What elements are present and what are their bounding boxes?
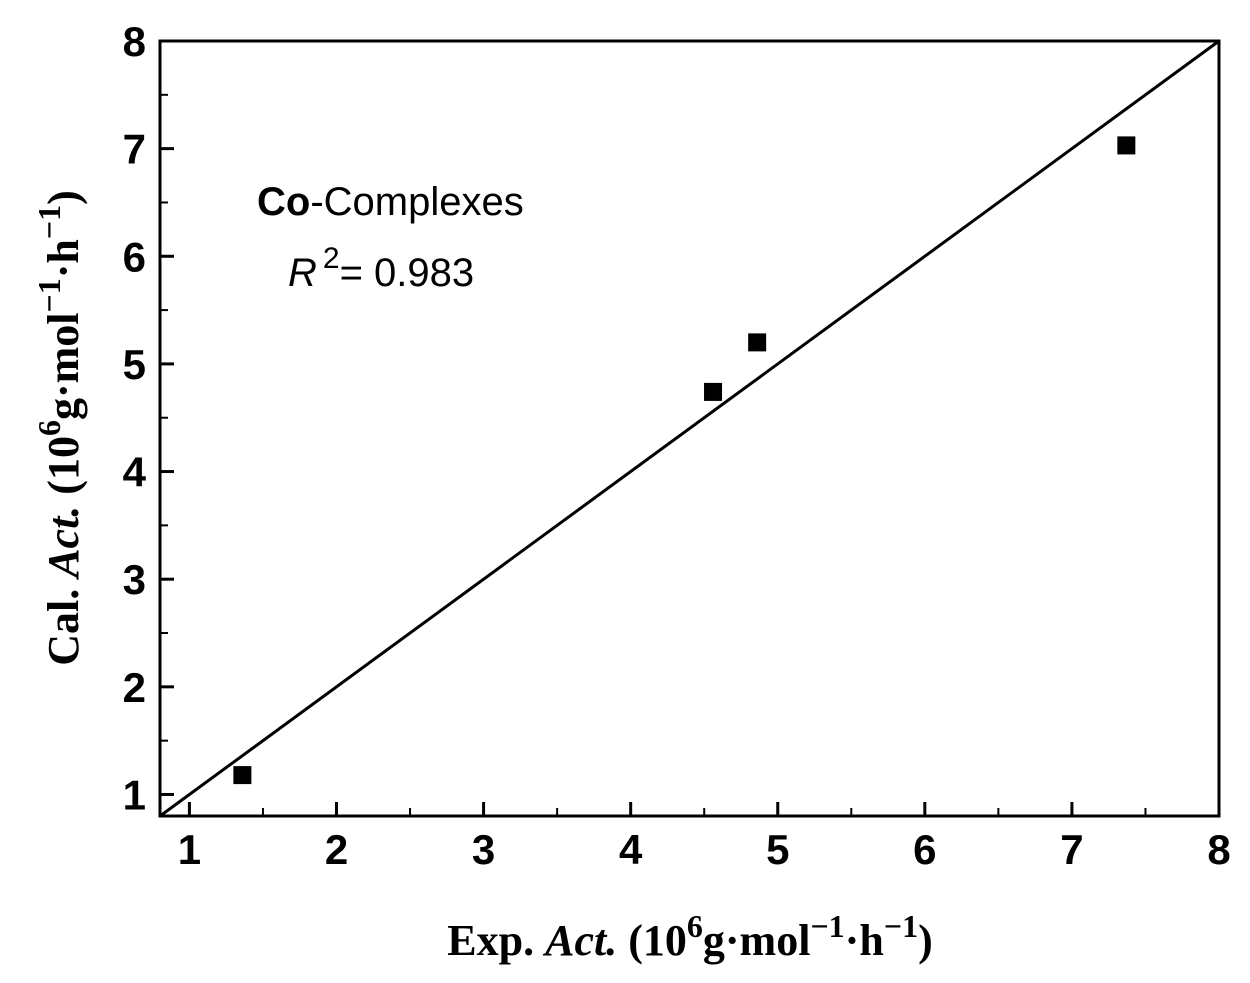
x-axis-title: Exp. Act. (106g·mol−1·h−1) bbox=[447, 908, 932, 965]
x-tick-label: 1 bbox=[178, 826, 201, 873]
x-axis-title-italic: Act. bbox=[542, 916, 617, 965]
y-axis-title-sup1: 6 bbox=[31, 420, 67, 436]
plot-area: 1 2 3 4 5 6 7 8 1 2 3 4 5 6 7 8 bbox=[123, 18, 1231, 873]
y-tick-label: 7 bbox=[123, 126, 146, 173]
annotation-rest: -Complexes bbox=[310, 180, 523, 224]
x-axis-title-mid2: ·h bbox=[845, 916, 884, 965]
data-points bbox=[233, 136, 1136, 785]
data-point bbox=[704, 382, 723, 401]
data-point bbox=[748, 333, 767, 352]
x-tick-label: 5 bbox=[766, 826, 789, 873]
y-tick-label: 4 bbox=[123, 449, 147, 496]
y-tick-label: 3 bbox=[123, 556, 146, 603]
data-point bbox=[233, 766, 252, 785]
plot-frame bbox=[158, 39, 1221, 818]
y-tick-label: 2 bbox=[123, 664, 146, 711]
x-tick-label: 8 bbox=[1207, 826, 1230, 873]
r-symbol: R bbox=[288, 251, 317, 295]
x-axis-title-mid: g·mol bbox=[703, 916, 811, 965]
y-axis-title-sup3: −1 bbox=[31, 205, 67, 239]
x-axis-title-open: (10 bbox=[617, 916, 687, 965]
y-ticks: 1 2 3 4 5 6 7 8 bbox=[123, 18, 174, 818]
y-axis-title-sup2: −1 bbox=[31, 278, 67, 312]
y-tick-label: 1 bbox=[123, 771, 146, 818]
y-axis-title-prefix: Cal. bbox=[39, 578, 88, 666]
data-point bbox=[1117, 136, 1136, 155]
y-axis-title: Cal. Act. (106g·mol−1·h−1) bbox=[31, 190, 88, 666]
annotation-r2: R 2= 0.983 bbox=[288, 242, 474, 295]
fit-line bbox=[159, 39, 1220, 818]
r-superscript: 2 bbox=[323, 242, 340, 275]
x-ticks: 1 2 3 4 5 6 7 8 bbox=[178, 802, 1231, 873]
x-tick-label: 7 bbox=[1060, 826, 1083, 873]
y-tick-label: 8 bbox=[123, 18, 146, 65]
x-axis-title-close: ) bbox=[918, 916, 933, 965]
annotation-title: Co-Complexes bbox=[257, 180, 524, 224]
x-tick-label: 2 bbox=[325, 826, 348, 873]
y-tick-label: 5 bbox=[123, 341, 146, 388]
y-axis-title-close: ) bbox=[39, 190, 88, 205]
y-axis-title-mid: g·mol bbox=[39, 312, 88, 420]
x-tick-label: 6 bbox=[913, 826, 936, 873]
x-axis-title-sup2: −1 bbox=[810, 908, 844, 944]
x-tick-label: 4 bbox=[619, 826, 643, 873]
annotation: Co-Complexes R 2= 0.983 bbox=[257, 180, 524, 295]
y-axis-title-mid2: ·h bbox=[39, 239, 88, 278]
annotation-bold: Co bbox=[257, 180, 310, 224]
y-axis-title-open: (10 bbox=[39, 436, 88, 506]
y-tick-label: 6 bbox=[123, 233, 146, 280]
x-tick-label: 3 bbox=[472, 826, 495, 873]
x-axis-title-sup1: 6 bbox=[687, 908, 703, 944]
r-value: = 0.983 bbox=[340, 251, 475, 295]
x-axis-title-sup3: −1 bbox=[884, 908, 918, 944]
y-axis-title-italic: Act. bbox=[39, 506, 88, 581]
x-axis-title-prefix: Exp. bbox=[447, 916, 545, 965]
